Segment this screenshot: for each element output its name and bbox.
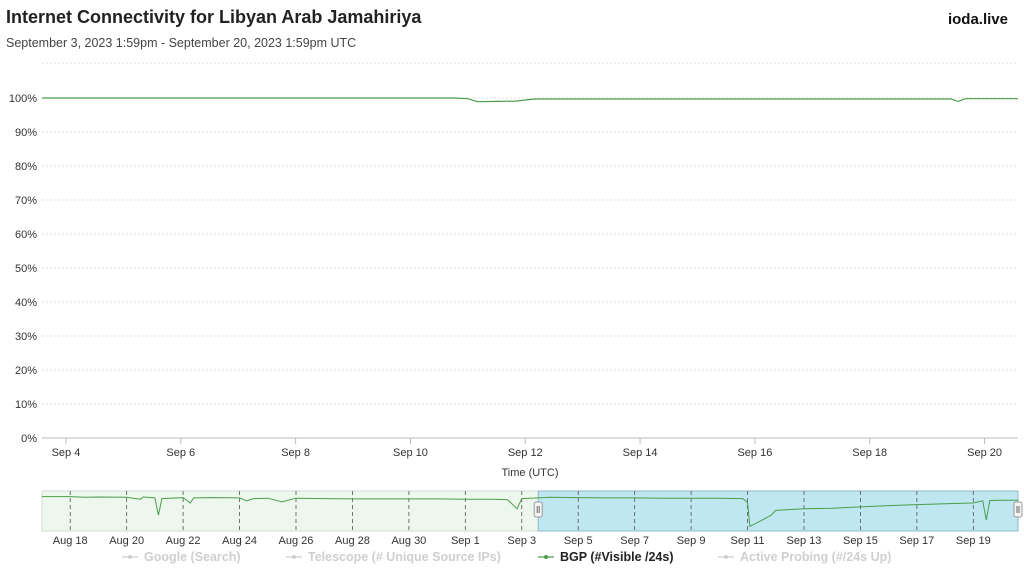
x-tick-label: Sep 4 (52, 447, 81, 459)
x-tick-label: Sep 20 (967, 447, 1002, 459)
chart-title: Internet Connectivity for Libyan Arab Ja… (6, 7, 422, 27)
x-axis-label: Time (UTC) (501, 467, 558, 479)
legend-symbol-marker (544, 555, 548, 559)
y-tick-label: 100% (9, 93, 37, 105)
legend-label: Telescope (# Unique Source IPs) (308, 550, 501, 564)
navigator-tick-label: Sep 1 (451, 535, 480, 547)
navigator-selection[interactable] (537, 490, 1019, 532)
navigator-tick-label: Sep 9 (677, 535, 706, 547)
x-tick-label: Sep 18 (852, 447, 887, 459)
y-tick-label: 30% (15, 331, 37, 343)
handle-grip[interactable] (533, 501, 543, 518)
navigator-tick-label: Sep 3 (507, 535, 536, 547)
x-tick-label: Sep 14 (623, 447, 658, 459)
navigator-tick-label: Aug 30 (391, 535, 426, 547)
legend-item[interactable]: Google (Search) (122, 550, 241, 564)
navigator-series-line (42, 496, 1018, 528)
legend-label: Google (Search) (144, 550, 241, 564)
navigator-tick-label: Aug 18 (53, 535, 88, 547)
y-tick-label: 50% (15, 263, 37, 275)
bgp-series-line (42, 97, 1018, 103)
navigator-tick-label: Sep 15 (843, 535, 878, 547)
legend-symbol-marker (292, 555, 296, 559)
handle-grip[interactable] (1013, 501, 1023, 518)
navigator-tick-label: Aug 22 (166, 535, 201, 547)
navigator-ticks: Aug 18 Aug 20 Aug 22 Aug 24 Aug 26 Aug 28 Aug … (53, 535, 991, 547)
y-tick-label: 0% (21, 433, 37, 445)
y-axis-ticks: 0% 10% 20% 30% 40% 50% 60% 70% 80% 90% 100% (9, 93, 37, 445)
chart-subtitle: September 3, 2023 1:59pm - September 20,… (6, 36, 357, 50)
y-tick-label: 80% (15, 161, 37, 173)
legend-item[interactable]: BGP (#Visible /24s) (538, 550, 673, 564)
y-tick-label: 40% (15, 297, 37, 309)
navigator-tick-label: Sep 17 (899, 535, 934, 547)
brand-logo[interactable]: ioda.live (947, 11, 1008, 28)
navigator-tick-label: Sep 5 (564, 535, 593, 547)
x-tick-label: Sep 16 (737, 447, 772, 459)
x-tick-label: Sep 10 (393, 447, 428, 459)
legend-label: Active Probing (#/24s Up) (740, 550, 891, 564)
navigator-tick-label: Aug 24 (222, 535, 257, 547)
chart-legend[interactable]: Google (Search) Telescope (# Unique Sourc… (122, 550, 891, 564)
navigator-tick-label: Sep 11 (731, 535, 765, 547)
legend-label: BGP (#Visible /24s) (560, 550, 673, 564)
navigator-tick-label: Aug 28 (335, 535, 370, 547)
legend-symbol-marker (724, 555, 728, 559)
navigator-tick-label: Aug 20 (109, 535, 144, 547)
y-tick-label: 60% (15, 229, 37, 241)
navigator-tick-label: Sep 19 (956, 535, 991, 547)
x-tick-label: Sep 12 (508, 447, 543, 459)
navigator-tick-label: Aug 26 (279, 535, 314, 547)
grid-lines (42, 62, 1018, 439)
x-axis-ticks: Sep 4 Sep 6 Sep 8 Sep 10 Sep 12 Sep 14 Sep 16 S… (42, 437, 1018, 459)
navigator-right-handle[interactable] (1013, 501, 1023, 518)
navigator-tick-label: Sep 13 (787, 535, 822, 547)
y-tick-label: 10% (15, 399, 37, 411)
range-navigator[interactable]: Aug 18 Aug 20 Aug 22 Aug 24 Aug 26 Aug 28 Aug … (41, 490, 1023, 547)
x-tick-label: Sep 8 (281, 447, 310, 459)
y-tick-label: 20% (15, 365, 37, 377)
legend-item[interactable]: Telescope (# Unique Source IPs) (286, 550, 501, 564)
legend-symbol-marker (128, 555, 132, 559)
y-tick-label: 70% (15, 195, 37, 207)
x-tick-label: Sep 6 (166, 447, 195, 459)
legend-item[interactable]: Active Probing (#/24s Up) (718, 550, 891, 564)
navigator-tick-label: Sep 7 (620, 535, 649, 547)
navigator-left-handle[interactable] (533, 501, 543, 518)
y-tick-label: 90% (15, 127, 37, 139)
series-lines (42, 97, 1018, 103)
